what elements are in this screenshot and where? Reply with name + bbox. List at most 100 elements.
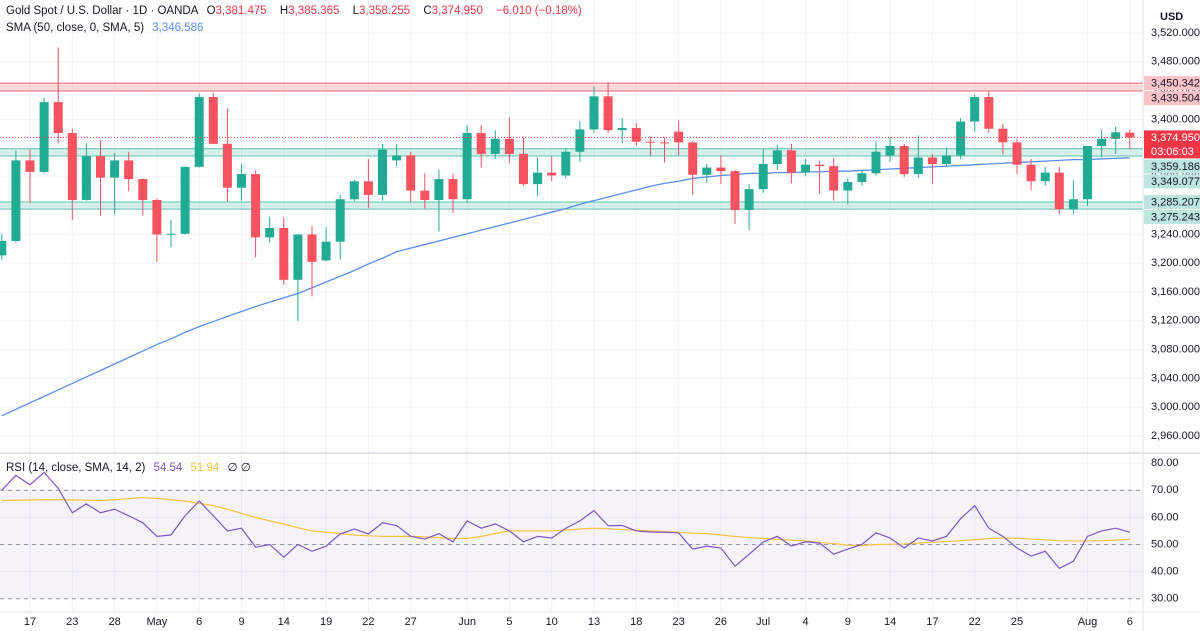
- candle-body: [1068, 199, 1078, 210]
- candle-body: [166, 233, 176, 235]
- x-tick-label: 6: [1127, 616, 1133, 628]
- ohlc-key: C: [423, 5, 432, 17]
- candle-body: [744, 189, 754, 211]
- price-label-box: [1144, 194, 1200, 209]
- candle-body: [434, 179, 444, 200]
- currency: USD: [1160, 11, 1183, 23]
- y-tick-label: 3,520.000: [1151, 27, 1200, 39]
- rsi-sma-line: [1, 496, 1130, 547]
- candle-body: [956, 121, 966, 156]
- ohlc-high: H3,385.365: [280, 5, 344, 17]
- price-label: 3,439.504: [1151, 93, 1200, 105]
- candle-body: [1083, 145, 1092, 200]
- candle-body: [603, 96, 613, 131]
- candle-body: [533, 172, 543, 185]
- x-tick-label: 22: [969, 616, 981, 628]
- price-label-box: [1144, 209, 1200, 224]
- candle-body: [927, 157, 937, 164]
- candle-body: [67, 133, 77, 200]
- candle-body: [251, 174, 261, 238]
- candle-body: [1054, 172, 1064, 210]
- candle-body: [843, 181, 853, 191]
- candle-body: [152, 199, 162, 235]
- rsi-tick-label: 30.00: [1151, 593, 1179, 605]
- candle-body: [138, 179, 148, 200]
- candle-body: [702, 167, 712, 175]
- candle-body: [490, 138, 500, 154]
- ohlc-key: H: [279, 5, 289, 17]
- axis-layer: 2,960.000 3,000.000 3,040.000 3,080.000 3,12…: [24, 27, 1200, 628]
- x-tick-label: 10: [546, 616, 558, 628]
- candle-body: [392, 155, 402, 161]
- zone: [0, 201, 1143, 210]
- candle-body: [913, 157, 923, 175]
- candle-body: [1040, 172, 1050, 182]
- legend-rsi: RSI (14, close, SMA, 14, 2) 54.54 51.94 …: [6, 460, 256, 474]
- candle-body: [279, 228, 289, 280]
- candle-body: [208, 97, 218, 144]
- candle-body: [448, 179, 458, 200]
- candle-body: [504, 138, 514, 154]
- price-label-bg: [1144, 76, 1200, 91]
- x-tick-label: 22: [362, 616, 374, 628]
- candle-body: [1111, 132, 1121, 139]
- legend-sma: SMA (50, close, 0, SMA, 5) 3,346.586: [6, 22, 208, 34]
- price-label-bg: [1144, 91, 1200, 106]
- candle-body: [885, 145, 895, 156]
- price-label: 3,285.207: [1151, 196, 1200, 208]
- x-tick-label: May: [147, 616, 168, 628]
- candle-body: [801, 164, 810, 173]
- candle-body: [1097, 138, 1107, 146]
- x-tick-label: 6: [196, 616, 202, 628]
- candle-body: [857, 173, 867, 182]
- plot-layer: [0, 47, 1143, 600]
- sma-value: 3,346.586: [152, 22, 204, 34]
- candle-body: [293, 234, 303, 280]
- x-tick-label: 18: [630, 616, 642, 628]
- x-tick-label: 19: [320, 616, 332, 628]
- candle-body: [970, 97, 980, 122]
- candle-body: [519, 153, 528, 185]
- candle-body: [645, 141, 655, 143]
- candle-body: [420, 190, 430, 200]
- ohlc-value: 3,381.475: [215, 5, 267, 17]
- zone: [0, 148, 1143, 157]
- x-tick-label: 4: [802, 616, 808, 628]
- y-tick-label: 3,480.000: [1151, 56, 1200, 68]
- candle-body: [124, 160, 134, 180]
- candle-body: [194, 97, 204, 167]
- x-tick-label: Jul: [756, 616, 770, 628]
- candle-body: [786, 150, 796, 173]
- candle-body: [716, 167, 726, 172]
- y-tick-label: 3,000.000: [1151, 401, 1200, 413]
- candle-body: [547, 172, 557, 176]
- x-tick-label: 27: [405, 616, 417, 628]
- symbol-title: Gold Spot / U.S. Dollar · 1D · OANDA: [6, 5, 199, 17]
- ohlc-close: C3,374.950: [423, 5, 487, 17]
- ohlc-open: O3,381.475: [207, 5, 272, 17]
- x-tick-label: 25: [1011, 616, 1023, 628]
- y-tick-label: 2,960.000: [1151, 430, 1200, 442]
- candle-body: [363, 181, 373, 195]
- candle-body: [575, 129, 585, 152]
- price-label-bg: [1144, 130, 1200, 159]
- zone: [0, 83, 1143, 91]
- ohlc-key: O: [206, 5, 216, 17]
- candle-body: [53, 102, 63, 134]
- price-label-box: [1144, 159, 1200, 174]
- sma-label: SMA (50, close, 0, SMA, 5): [6, 22, 145, 34]
- candle-body: [180, 166, 190, 234]
- price-label-box: [1144, 91, 1200, 106]
- candle-body: [335, 199, 345, 242]
- x-tick-label: 26: [715, 616, 727, 628]
- x-tick-label: 13: [588, 616, 600, 628]
- price-label-box: [1144, 174, 1200, 189]
- candle-body: [462, 133, 472, 200]
- x-tick-label: 5: [506, 616, 512, 628]
- candle-body: [81, 156, 91, 200]
- candle-body: [110, 160, 120, 178]
- rsi-tick-label: 50.00: [1151, 538, 1179, 550]
- price-label-bg: [1144, 159, 1200, 174]
